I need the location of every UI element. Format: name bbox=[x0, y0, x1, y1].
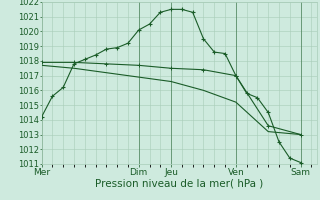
X-axis label: Pression niveau de la mer( hPa ): Pression niveau de la mer( hPa ) bbox=[95, 179, 263, 189]
